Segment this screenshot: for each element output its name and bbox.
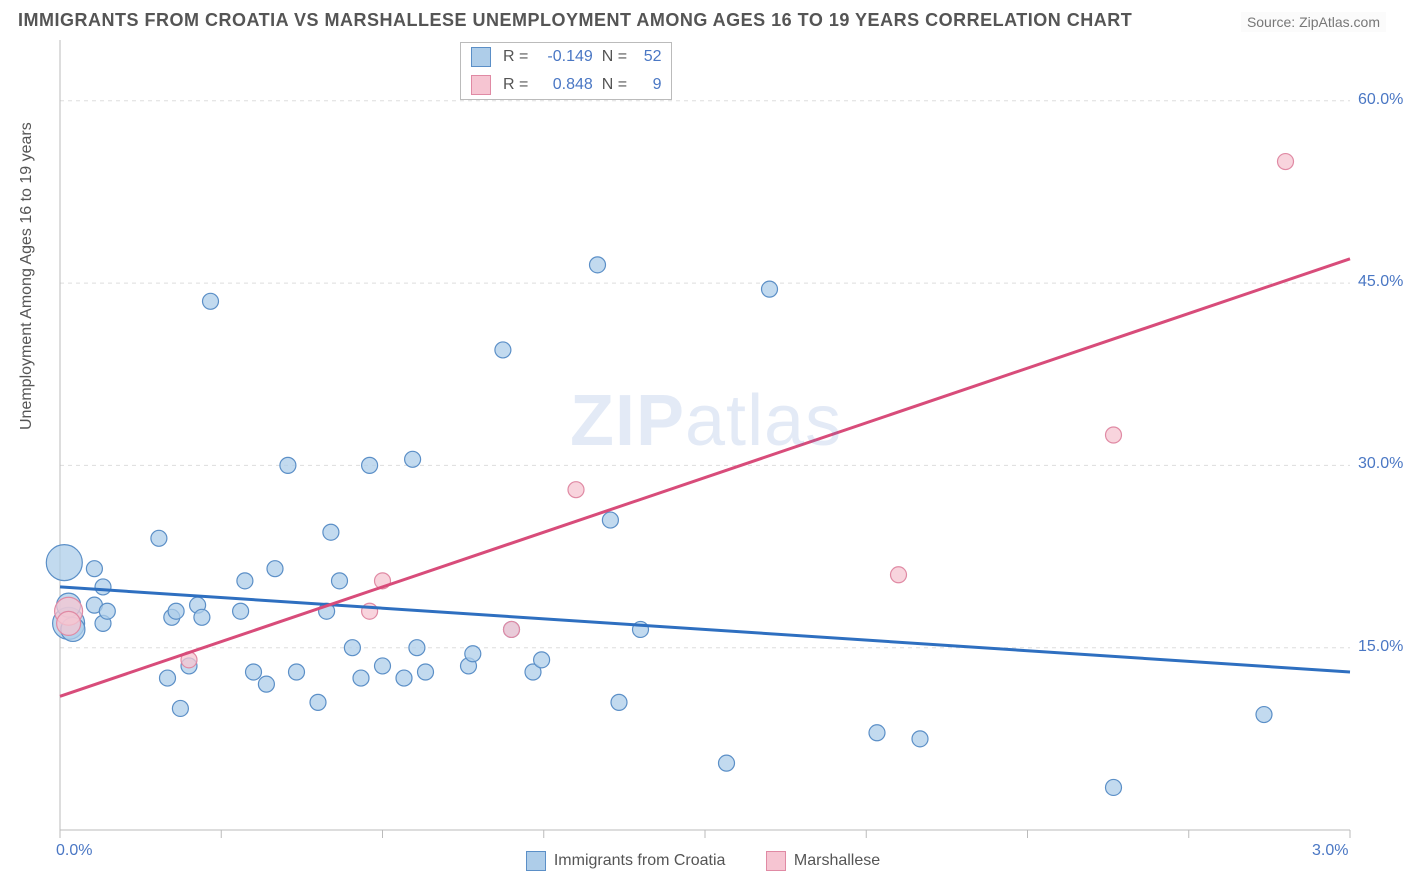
stat-legend-row-b: R = 0.848 N = 9: [461, 71, 671, 99]
legend-swatch-a: [471, 47, 491, 67]
legend-item-b: Marshallese: [766, 851, 880, 871]
data-point: [194, 609, 210, 625]
data-point: [353, 670, 369, 686]
legend-swatch-b: [471, 75, 491, 95]
data-point: [418, 664, 434, 680]
data-point: [57, 611, 81, 635]
data-point: [1106, 427, 1122, 443]
r-label: R =: [503, 76, 528, 94]
y-axis-label: Unemployment Among Ages 16 to 19 years: [18, 122, 36, 430]
legend-swatch-a: [526, 851, 546, 871]
legend-label-a: Immigrants from Croatia: [554, 852, 726, 870]
data-point: [46, 545, 82, 581]
n-value-a: 52: [631, 48, 661, 66]
data-point: [912, 731, 928, 747]
data-point: [86, 561, 102, 577]
axis-tick-label: 15.0%: [1358, 638, 1403, 656]
data-point: [611, 694, 627, 710]
data-point: [534, 652, 550, 668]
data-point: [891, 567, 907, 583]
scatter-plot: [60, 40, 1350, 830]
axis-tick-label: 60.0%: [1358, 91, 1403, 109]
data-point: [762, 281, 778, 297]
data-point: [1278, 154, 1294, 170]
chart-title: IMMIGRANTS FROM CROATIA VS MARSHALLESE U…: [18, 10, 1132, 31]
data-point: [95, 579, 111, 595]
data-point: [280, 457, 296, 473]
data-point: [465, 646, 481, 662]
axis-tick-label: 0.0%: [56, 842, 92, 860]
data-point: [869, 725, 885, 741]
data-point: [289, 664, 305, 680]
data-point: [160, 670, 176, 686]
stat-legend: R = -0.149 N = 52 R = 0.848 N = 9: [460, 42, 672, 100]
data-point: [362, 457, 378, 473]
source-label: Source: ZipAtlas.com: [1241, 12, 1386, 32]
data-point: [1256, 707, 1272, 723]
axis-tick-label: 45.0%: [1358, 273, 1403, 291]
legend-label-b: Marshallese: [794, 852, 880, 870]
n-value-b: 9: [631, 76, 661, 94]
r-value-b: 0.848: [533, 76, 593, 94]
data-point: [233, 603, 249, 619]
data-point: [590, 257, 606, 273]
n-label: N =: [602, 48, 627, 66]
data-point: [151, 530, 167, 546]
data-point: [568, 482, 584, 498]
data-point: [1106, 779, 1122, 795]
stat-legend-row-a: R = -0.149 N = 52: [461, 43, 671, 71]
legend-item-a: Immigrants from Croatia: [526, 851, 726, 871]
data-point: [504, 621, 520, 637]
data-point: [258, 676, 274, 692]
data-point: [267, 561, 283, 577]
data-point: [168, 603, 184, 619]
data-point: [246, 664, 262, 680]
data-point: [203, 293, 219, 309]
legend: Immigrants from Croatia Marshallese: [0, 851, 1406, 876]
axis-tick-label: 3.0%: [1312, 842, 1348, 860]
data-point: [409, 640, 425, 656]
data-point: [332, 573, 348, 589]
data-point: [99, 603, 115, 619]
data-point: [237, 573, 253, 589]
data-point: [495, 342, 511, 358]
data-point: [602, 512, 618, 528]
data-point: [405, 451, 421, 467]
axis-tick-label: 30.0%: [1358, 455, 1403, 473]
n-label: N =: [602, 76, 627, 94]
data-point: [396, 670, 412, 686]
legend-swatch-b: [766, 851, 786, 871]
data-point: [172, 700, 188, 716]
data-point: [375, 658, 391, 674]
data-point: [344, 640, 360, 656]
r-value-a: -0.149: [533, 48, 593, 66]
r-label: R =: [503, 48, 528, 66]
data-point: [310, 694, 326, 710]
data-point: [323, 524, 339, 540]
data-point: [719, 755, 735, 771]
